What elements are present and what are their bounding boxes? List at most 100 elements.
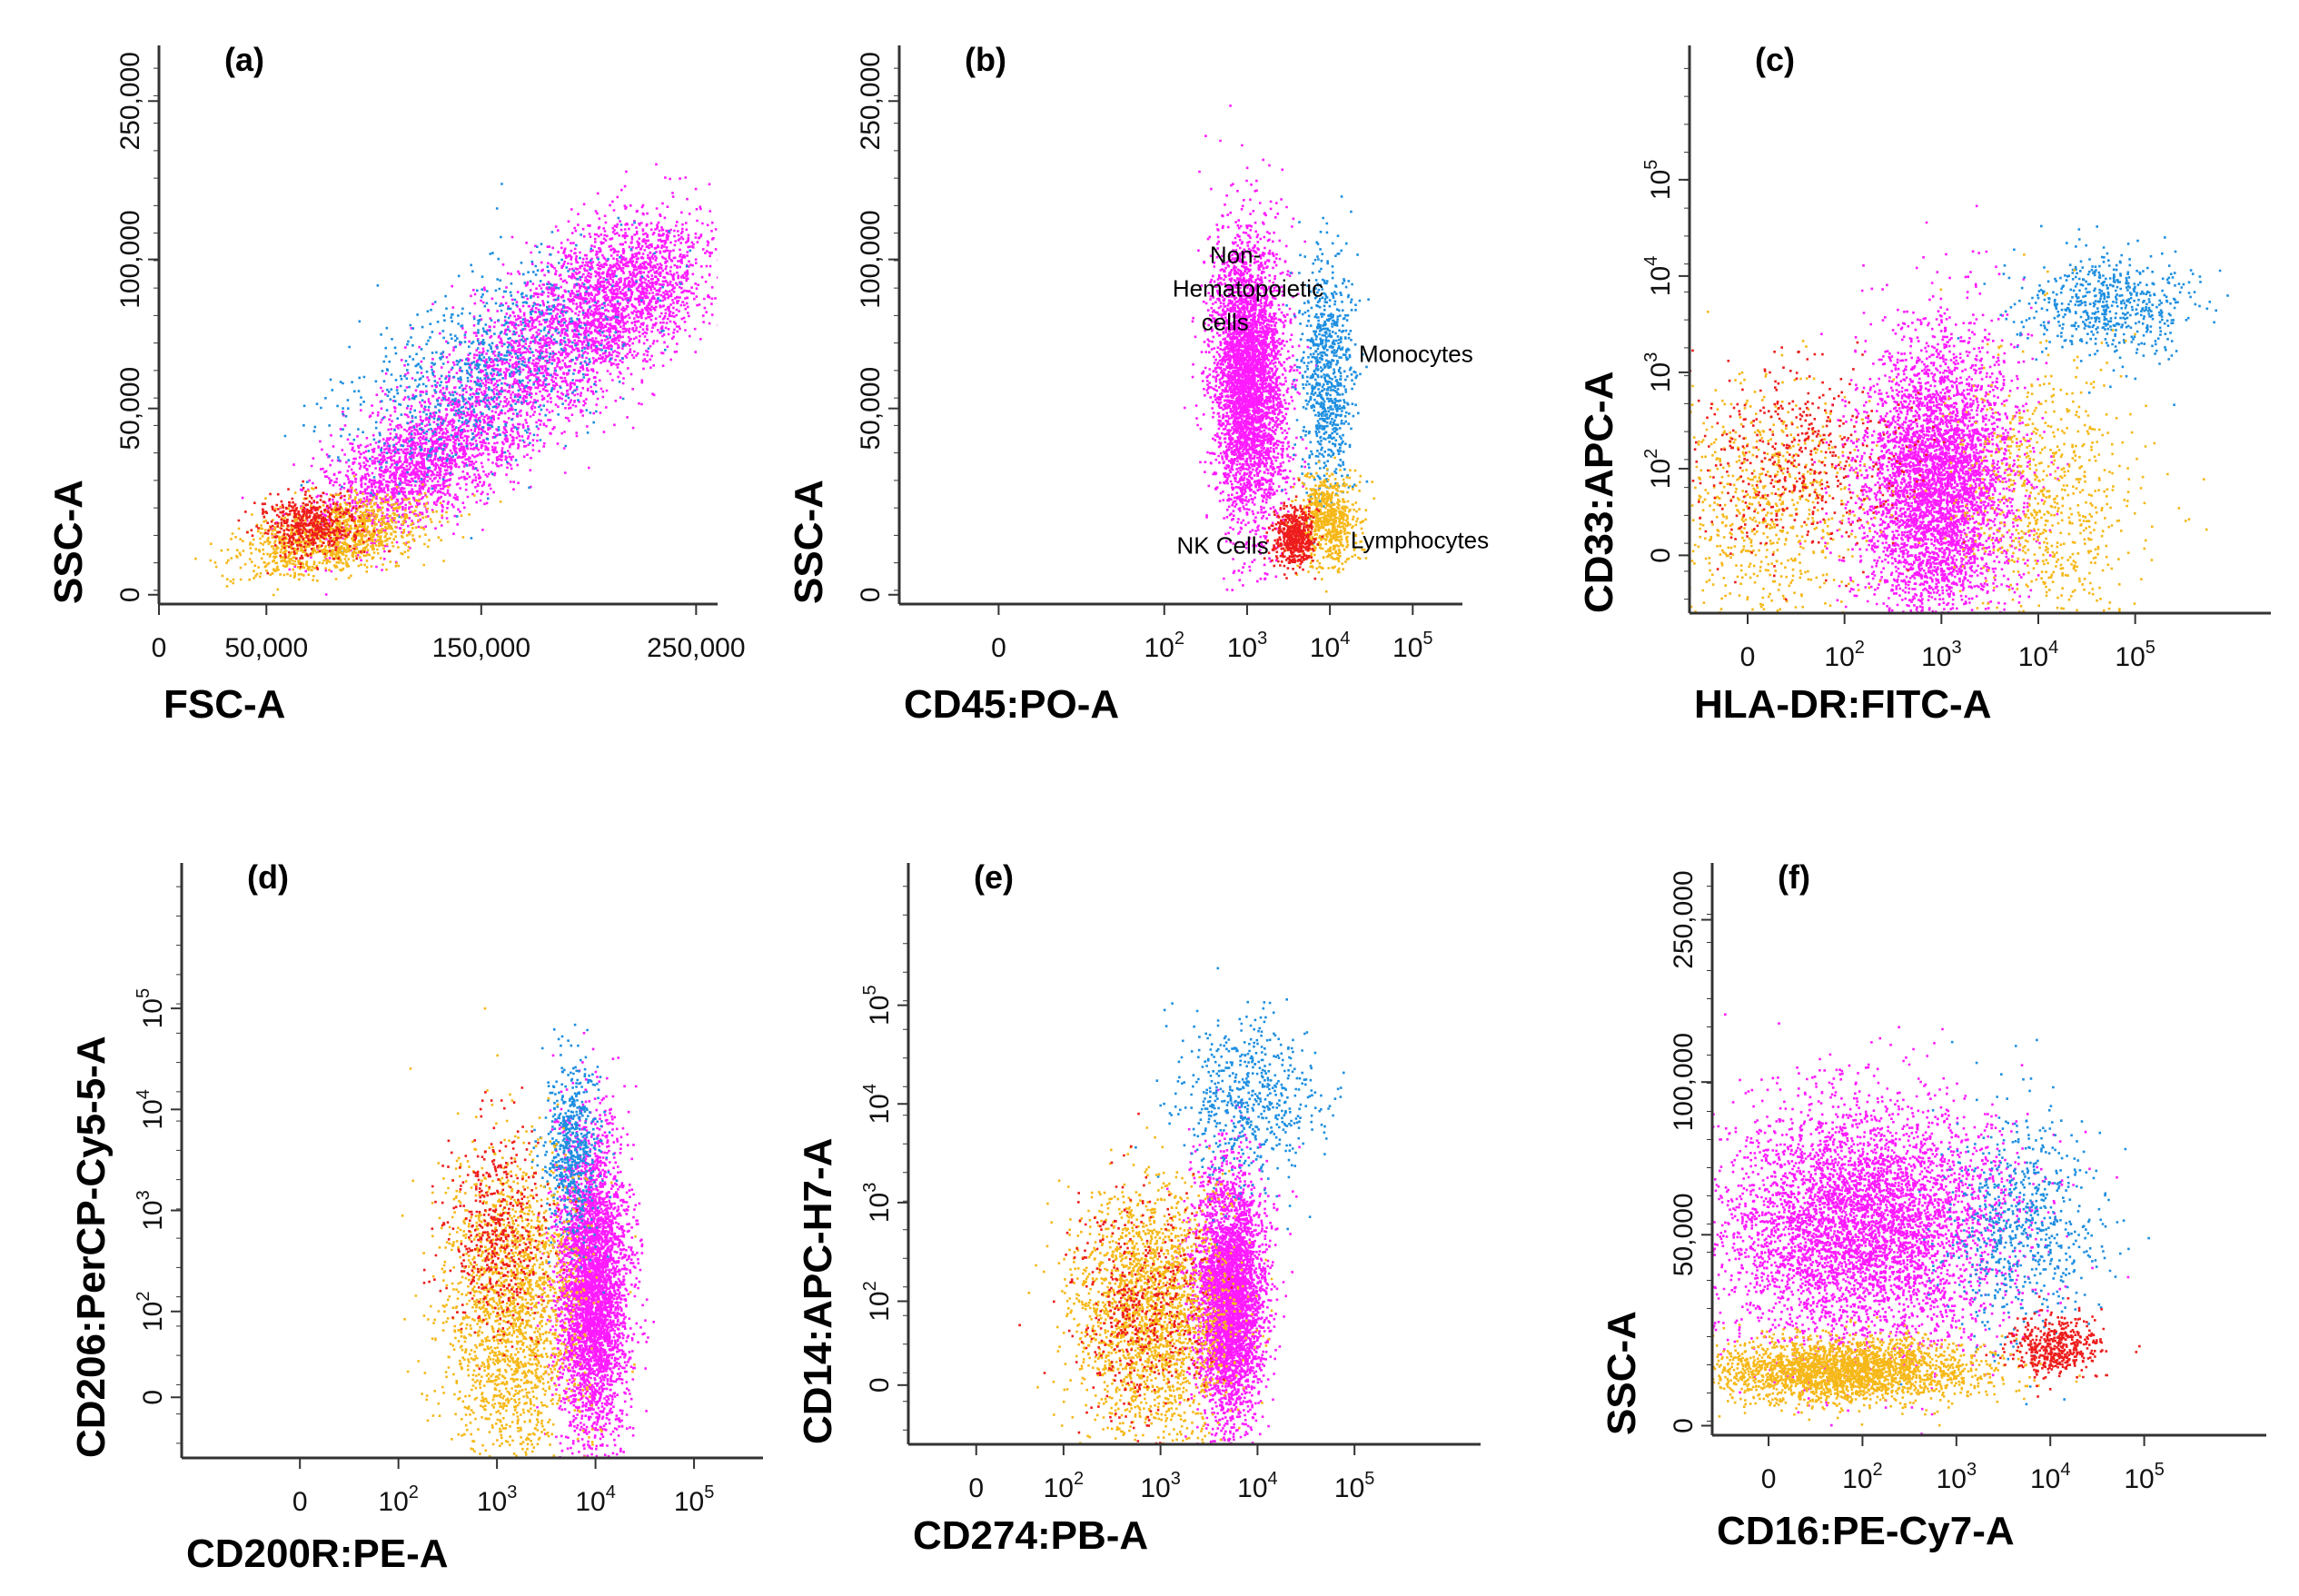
dot-cluster — [1899, 1038, 2150, 1406]
y-tick-label: 0 — [865, 1377, 895, 1393]
x-tick-label: 103 — [1227, 629, 1268, 663]
x-tick-label: 105 — [1334, 1469, 1375, 1503]
x-axis-title: CD200R:PE-A — [186, 1532, 449, 1576]
panel-e: 0 102 103 104 105 0 102 103 104 105 CD274:PB-A CD14… — [796, 858, 1481, 1558]
dot-cluster — [479, 163, 718, 414]
x-tick-label: 102 — [378, 1482, 419, 1517]
y-tick-label: 0 — [1669, 1418, 1699, 1433]
panel-label: (c) — [1755, 41, 1795, 78]
panel-a: 0 50,000 150,000 250,000 0 50,000 100,000 250,0… — [46, 41, 746, 727]
series-e-red — [1018, 1112, 1234, 1444]
panel-b: 0 102 103 104 105 0 50,000 100,000 250,000 CD45:P… — [787, 41, 1489, 727]
y-tick-label: 0 — [138, 1390, 168, 1405]
x-axis-title: HLA-DR:FITC-A — [1694, 682, 1991, 727]
y-tick-label: 103 — [134, 1190, 168, 1231]
x-axis-title: CD274:PB-A — [913, 1513, 1148, 1558]
x-tick-label: 0 — [1740, 642, 1756, 672]
x-tick-label: 104 — [2030, 1460, 2071, 1494]
series-d-orange — [401, 1006, 637, 1458]
x-tick-label: 105 — [2115, 638, 2155, 672]
dot-cluster — [1018, 1112, 1234, 1444]
x-tick-label: 105 — [2124, 1460, 2165, 1494]
y-tick-label: 50,000 — [1669, 1193, 1699, 1276]
series-b-magenta — [1184, 104, 1321, 604]
panel-label: (d) — [247, 858, 289, 896]
y-tick-label: 102 — [1641, 449, 1676, 490]
y-axis-title: SSC-A — [787, 480, 831, 604]
x-axis-title: CD45:PO-A — [904, 682, 1119, 727]
annotation: Hematopoietic — [1173, 275, 1323, 302]
x-tick-label: 0 — [968, 1473, 984, 1503]
y-axis-title: CD33:APC-A — [1577, 372, 1621, 613]
x-tick-label: 0 — [991, 633, 1006, 663]
series-f-blue — [1899, 1038, 2150, 1406]
y-axis-title: CD14:APC-H7-A — [796, 1138, 840, 1444]
dot-cluster — [1712, 1316, 2081, 1427]
x-axis-title: FSC-A — [164, 682, 285, 727]
x-tick-label: 104 — [575, 1482, 616, 1517]
points-c — [1690, 204, 2229, 613]
dot-cluster — [241, 361, 606, 596]
x-tick-label: 104 — [1310, 629, 1351, 663]
dot-cluster — [401, 1006, 637, 1458]
dot-cluster — [1799, 204, 2069, 613]
points-f — [1712, 1013, 2150, 1435]
series-d-red — [422, 1086, 579, 1371]
x-tick-label: 103 — [1140, 1469, 1181, 1503]
points-e — [1018, 967, 1345, 1444]
y-tick-label: 50,000 — [115, 367, 145, 451]
dot-cluster — [530, 1032, 655, 1458]
points-a — [194, 163, 718, 597]
y-tick-label: 104 — [1641, 256, 1676, 297]
y-tick-label: 0 — [856, 587, 886, 602]
series-e-magenta — [1165, 1088, 1301, 1444]
y-axis-title: SSC-A — [1600, 1311, 1644, 1435]
panel-label: (f) — [1778, 858, 1810, 896]
x-tick-label: 0 — [292, 1487, 308, 1517]
y-tick-label: 100,000 — [856, 210, 886, 308]
y-tick-label: 50,000 — [856, 367, 886, 451]
y-axis-title: SSC-A — [46, 480, 91, 604]
x-tick-label: 102 — [1824, 638, 1864, 672]
x-tick-label: 50,000 — [224, 633, 308, 663]
series-f-red — [1985, 1295, 2141, 1398]
x-tick-label: 103 — [477, 1482, 518, 1517]
x-tick-label: 104 — [1237, 1469, 1278, 1503]
y-tick-label: 0 — [1646, 548, 1676, 563]
series-d-magenta — [530, 1032, 655, 1458]
x-tick-label: 105 — [674, 1482, 715, 1517]
series-a-red — [237, 480, 391, 575]
y-tick-label: 250,000 — [1669, 870, 1699, 968]
annotation: Lymphocytes — [1351, 526, 1489, 553]
y-tick-label: 102 — [860, 1281, 895, 1322]
y-tick-label: 104 — [134, 1089, 168, 1130]
dot-cluster — [1985, 1295, 2141, 1398]
dot-cluster — [237, 480, 391, 575]
panel-f: 0 102 103 104 105 0 50,000 100,000 250,000 CD16:P… — [1600, 858, 2266, 1553]
x-tick-label: 150,000 — [432, 633, 530, 663]
x-tick-label: 250,000 — [647, 633, 745, 663]
points-b — [1184, 104, 1376, 604]
annotation: NK Cells — [1176, 532, 1268, 560]
y-tick-label: 0 — [115, 587, 145, 602]
annotation: Monocytes — [1359, 340, 1473, 367]
dot-cluster — [1263, 479, 1324, 580]
panel-label: (a) — [224, 41, 264, 78]
y-tick-label: 105 — [860, 985, 895, 1026]
y-tick-label: 105 — [1641, 160, 1676, 201]
series-f-magenta — [1712, 1013, 2130, 1435]
series-a-magenta — [241, 163, 718, 596]
x-tick-label: 102 — [1842, 1460, 1883, 1494]
y-tick-label: 250,000 — [856, 52, 886, 150]
x-tick-label: 102 — [1145, 629, 1185, 663]
dot-cluster — [1184, 104, 1321, 604]
panel-label: (b) — [965, 41, 1006, 78]
dot-cluster — [1135, 967, 1345, 1246]
series-e-blue — [1135, 967, 1345, 1246]
x-axis-title: CD16:PE-Cy7-A — [1717, 1509, 2015, 1553]
series-e-orange — [1027, 1126, 1273, 1444]
x-tick-label: 105 — [1392, 629, 1433, 663]
y-axis-title: CD206:PerCP-Cy5-5-A — [69, 1036, 114, 1458]
x-tick-label: 0 — [152, 633, 167, 663]
